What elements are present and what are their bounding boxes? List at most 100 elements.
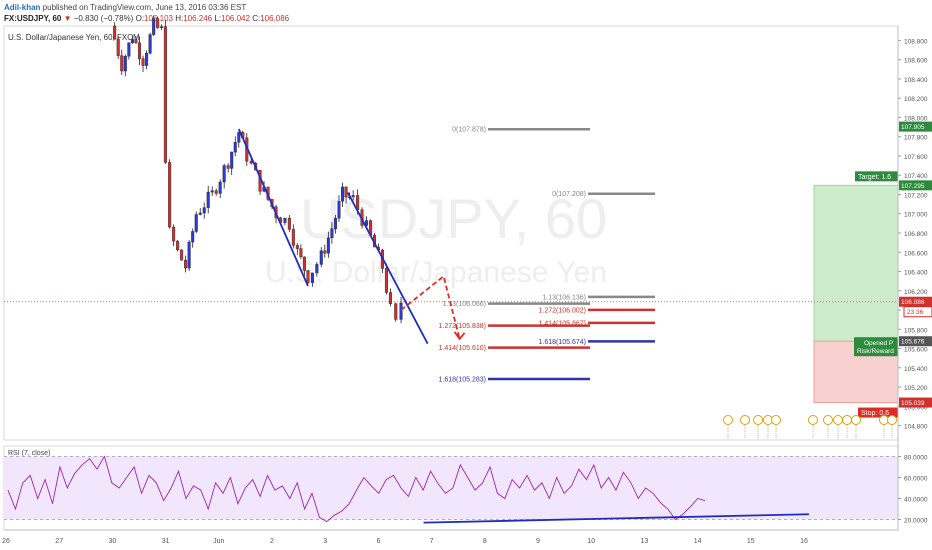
candle-body[interactable] <box>180 249 184 261</box>
candle-body[interactable] <box>123 56 127 72</box>
candle-body[interactable] <box>337 201 341 219</box>
candle-body[interactable] <box>130 39 134 44</box>
candle-body[interactable] <box>226 165 230 169</box>
candle-body[interactable] <box>168 162 172 228</box>
y-tick-label: 105.400 <box>904 366 928 373</box>
rsi-tick-label: 40.0000 <box>904 497 928 504</box>
trendline[interactable] <box>347 192 429 345</box>
candle-body[interactable] <box>160 26 164 28</box>
rsi-trendline[interactable] <box>423 513 809 524</box>
event-marker-icon[interactable] <box>842 415 852 425</box>
event-marker-icon[interactable] <box>753 415 763 425</box>
stop-label: Stop: 0.6 <box>861 410 889 417</box>
candle-body[interactable] <box>184 260 188 269</box>
candle-body[interactable] <box>210 190 214 193</box>
price-tag <box>899 296 932 307</box>
candle-body[interactable] <box>137 42 141 59</box>
candle-body[interactable] <box>323 250 327 254</box>
candle-body[interactable] <box>127 42 131 57</box>
y-tick-label: 107.800 <box>904 135 928 142</box>
candle-body[interactable] <box>344 186 348 198</box>
rsi-band <box>4 456 898 520</box>
x-tick-label: 14 <box>694 538 702 545</box>
trendline[interactable] <box>237 128 309 287</box>
price-tag <box>899 121 932 132</box>
candle-body[interactable] <box>384 268 388 293</box>
fib-level-label: 1.618(105.283) <box>439 377 486 384</box>
x-tick-label: Jun <box>213 538 224 545</box>
candle-body[interactable] <box>141 58 145 66</box>
candle-body[interactable] <box>249 161 253 164</box>
candle-body[interactable] <box>187 241 191 269</box>
close-value: 106.086 <box>260 14 290 23</box>
price-tag-label: 107.295 <box>901 183 925 190</box>
candle-body[interactable] <box>113 25 117 40</box>
candle-body[interactable] <box>287 218 291 230</box>
y-tick-label: 105.600 <box>904 347 928 354</box>
candle-body[interactable] <box>233 142 237 153</box>
event-marker-icon[interactable] <box>808 415 818 425</box>
candle-body[interactable] <box>351 195 355 198</box>
candle-body[interactable] <box>218 181 222 194</box>
candle-body[interactable] <box>116 38 120 56</box>
candle-body[interactable] <box>388 292 392 304</box>
candle-body[interactable] <box>214 190 218 194</box>
candle-body[interactable] <box>206 191 210 208</box>
candle-body[interactable] <box>310 272 314 283</box>
candle-body[interactable] <box>230 151 234 169</box>
candle-body[interactable] <box>145 53 149 66</box>
candle-body[interactable] <box>176 240 180 251</box>
fib-level-label: 1.13(106.136) <box>542 294 586 301</box>
projection-path[interactable] <box>400 274 461 340</box>
candle-body[interactable] <box>319 250 323 265</box>
candle-body[interactable] <box>191 231 195 243</box>
event-marker-icon[interactable] <box>723 415 733 425</box>
x-tick-label: 31 <box>162 538 170 545</box>
candle-body[interactable] <box>330 228 334 239</box>
candle-body[interactable] <box>237 132 241 143</box>
candle-body[interactable] <box>152 18 156 35</box>
candle-body[interactable] <box>134 39 138 43</box>
fib-level-label: 1.618(105.674) <box>539 339 586 346</box>
author-link[interactable]: Adil-khan <box>4 3 41 12</box>
candle-body[interactable] <box>148 34 152 54</box>
candle-body[interactable] <box>364 220 368 226</box>
event-marker-icon[interactable] <box>851 415 861 425</box>
publish-info: Adil-khan published on TradingView.com, … <box>4 3 246 12</box>
rsi-pane[interactable]: RSI (7, close) <box>3 445 899 531</box>
candle-body[interactable] <box>198 212 202 215</box>
candle-body[interactable] <box>333 218 337 230</box>
candle-body[interactable] <box>399 302 403 320</box>
candle-body[interactable] <box>341 186 345 202</box>
candle-body[interactable] <box>156 18 160 28</box>
candle-body[interactable] <box>172 226 176 242</box>
candle-body[interactable] <box>315 264 319 274</box>
x-tick-label: 7 <box>430 538 434 545</box>
symbol-label[interactable]: FX:USDJPY, 60 <box>4 14 62 23</box>
event-marker-icon[interactable] <box>823 415 833 425</box>
price-pane[interactable]: USDJPY, 60U.S. Dollar/Japanese YenTarget… <box>3 15 899 441</box>
event-marker-icon[interactable] <box>887 415 897 425</box>
candle-body[interactable] <box>295 245 299 249</box>
event-marker-icon[interactable] <box>771 415 781 425</box>
y-tick-label: 108.800 <box>904 38 928 45</box>
x-tick-label: 27 <box>55 538 63 545</box>
candle-body[interactable] <box>299 248 303 258</box>
price-tag-label: 107.905 <box>901 124 925 131</box>
candle-body[interactable] <box>283 218 287 223</box>
event-marker-icon[interactable] <box>833 415 843 425</box>
event-marker-icon[interactable] <box>740 415 750 425</box>
candle-body[interactable] <box>120 55 124 72</box>
candle-body[interactable] <box>222 165 226 183</box>
candle-body[interactable] <box>291 229 295 246</box>
candle-body[interactable] <box>163 26 167 163</box>
x-tick-label: 9 <box>536 538 540 545</box>
target-zone[interactable] <box>813 184 899 342</box>
candle-body[interactable] <box>326 237 330 254</box>
candle-body[interactable] <box>194 214 198 232</box>
candle-body[interactable] <box>394 303 398 320</box>
candle-body[interactable] <box>306 270 310 283</box>
candle-body[interactable] <box>202 207 206 214</box>
candle-body[interactable] <box>302 256 306 271</box>
